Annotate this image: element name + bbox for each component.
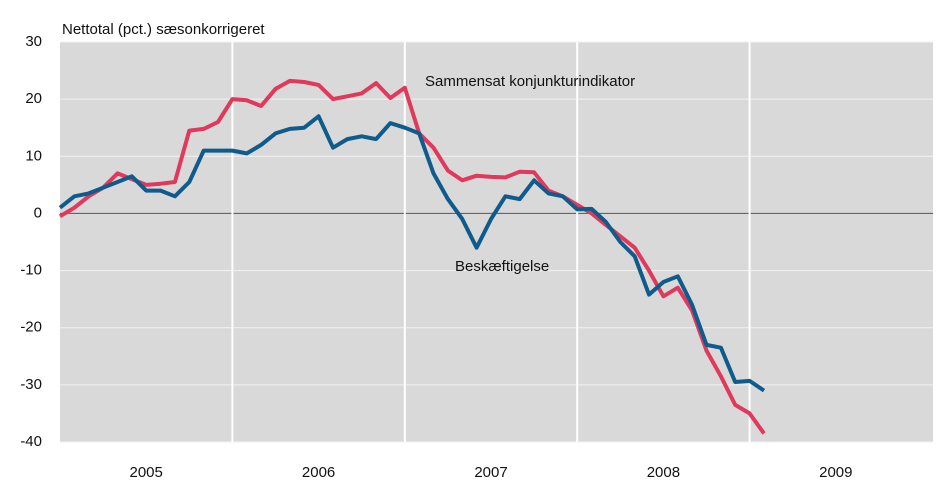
y-tick-label: -40 <box>20 433 42 450</box>
annotation: Beskæftigelse <box>455 258 549 275</box>
x-tick-label: 2005 <box>130 464 163 481</box>
x-tick-label: 2008 <box>647 464 680 481</box>
y-tick-label: 20 <box>25 90 42 107</box>
y-axis-title: Nettotal (pct.) sæsonkorrigeret <box>62 21 265 38</box>
plot-background <box>60 42 933 442</box>
x-tick-label: 2007 <box>474 464 507 481</box>
x-tick-label: 2006 <box>302 464 335 481</box>
y-tick-label: -30 <box>20 376 42 393</box>
y-tick-label: 0 <box>34 204 42 221</box>
y-tick-label: 30 <box>25 33 42 50</box>
annotation: Sammensat konjunkturindikator <box>425 73 635 90</box>
y-tick-label: -20 <box>20 319 42 336</box>
series-line <box>58 114 766 393</box>
y-tick-label: -10 <box>20 262 42 279</box>
y-tick-label: 10 <box>25 147 42 164</box>
series-line <box>58 78 766 435</box>
x-tick-label: 2009 <box>819 464 852 481</box>
